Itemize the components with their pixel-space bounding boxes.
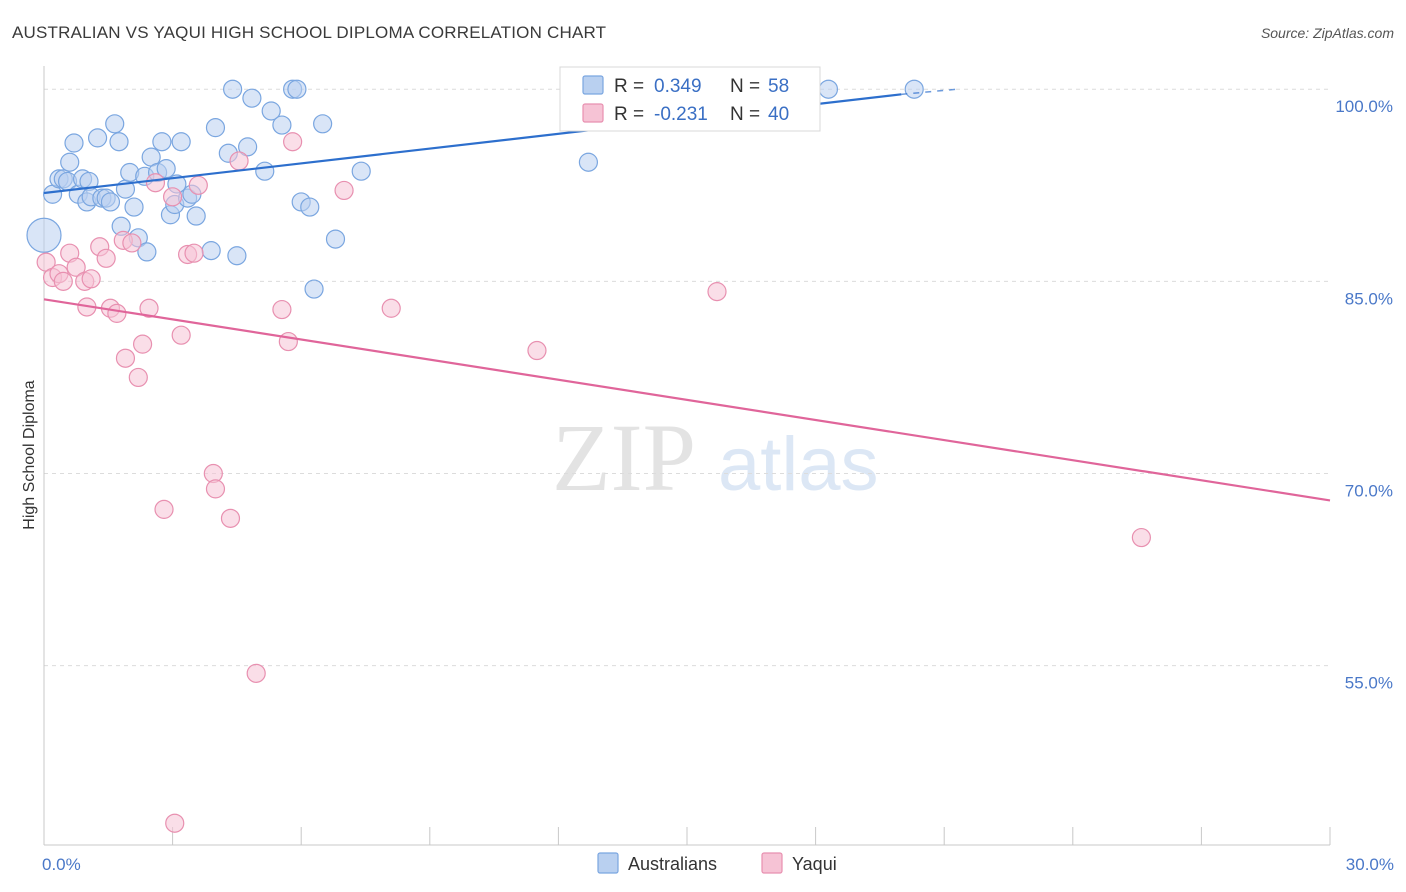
point-australians-53 xyxy=(351,161,371,181)
watermark: ZIP atlas xyxy=(552,404,879,511)
series-legend-label-yaqui[interactable]: Yaqui xyxy=(792,854,837,874)
series-legend-swatch-yaqui[interactable] xyxy=(761,852,783,874)
point-australians-32 xyxy=(171,132,191,152)
point-yaqui-28 xyxy=(220,508,241,528)
point-yaqui-32 xyxy=(278,331,298,352)
point-australians-28 xyxy=(156,159,176,179)
point-yaqui-38 xyxy=(1131,527,1151,548)
watermark-atlas: atlas xyxy=(718,422,879,507)
point-yaqui-20 xyxy=(154,499,174,519)
point-yaqui-14 xyxy=(115,348,136,368)
legend-n-label-yaqui: N = xyxy=(730,104,760,125)
point-australians-39 xyxy=(223,79,243,99)
point-yaqui-24 xyxy=(184,243,204,263)
stats-legend: R = 0.349 N = 58 R = -0.231 N = 40 xyxy=(559,66,821,132)
trend-line-yaqui xyxy=(43,298,1331,502)
point-yaqui-10 xyxy=(96,248,116,268)
point-australians-47 xyxy=(287,79,307,99)
point-australians-44 xyxy=(261,101,281,121)
x-tick-labels: 0.0% 30.0% xyxy=(42,855,1394,874)
point-australians-17 xyxy=(109,132,129,152)
y-tick-label-0: 100.0% xyxy=(1335,97,1393,116)
trend-line-extension-australians xyxy=(901,88,958,96)
point-australians-0 xyxy=(26,217,62,253)
gridlines xyxy=(44,88,1330,667)
point-yaqui-34 xyxy=(334,180,354,201)
point-yaqui-8 xyxy=(81,269,101,289)
point-australians-24 xyxy=(137,242,157,262)
point-australians-12 xyxy=(87,128,108,148)
series-legend: Australians Yaqui xyxy=(597,852,837,874)
y-tick-labels: 100.0% 85.0% 70.0% 55.0% xyxy=(1335,97,1393,692)
legend-r-label-australians: R = xyxy=(614,76,644,97)
point-australians-15 xyxy=(100,192,121,212)
point-yaqui-27 xyxy=(205,479,226,499)
point-yaqui-16 xyxy=(128,367,148,388)
legend-r-label-yaqui: R = xyxy=(614,104,644,125)
x-tick-label-1: 30.0% xyxy=(1346,855,1394,874)
series-legend-swatch-australians[interactable] xyxy=(597,852,619,874)
legend-r-value-yaqui: -0.231 xyxy=(654,104,708,125)
watermark-zip: ZIP xyxy=(552,404,696,511)
axes xyxy=(43,66,1331,846)
point-yaqui-5 xyxy=(66,257,86,277)
point-yaqui-19 xyxy=(145,173,166,193)
legend-n-label-australians: N = xyxy=(730,76,760,97)
point-australians-49 xyxy=(300,197,320,217)
point-yaqui-15 xyxy=(122,233,142,253)
y-tick-label-2: 70.0% xyxy=(1345,482,1393,501)
point-australians-36 xyxy=(201,241,221,261)
point-australians-43 xyxy=(255,161,275,181)
point-australians-45 xyxy=(272,115,292,135)
point-australians-16 xyxy=(105,114,125,134)
x-tick-label-0: 0.0% xyxy=(42,855,81,874)
chart-source: Source: ZipAtlas.com xyxy=(1261,25,1394,41)
point-yaqui-35 xyxy=(381,298,401,318)
point-australians-55 xyxy=(578,152,599,172)
point-yaqui-22 xyxy=(171,325,191,345)
point-australians-40 xyxy=(227,246,247,266)
y-tick-label-3: 55.0% xyxy=(1345,674,1393,693)
legend-swatch-australians xyxy=(582,75,604,95)
point-australians-50 xyxy=(304,279,324,299)
point-yaqui-21 xyxy=(163,187,183,207)
point-australians-56 xyxy=(818,79,839,99)
point-yaqui-3 xyxy=(53,271,73,291)
y-axis-label: High School Diploma xyxy=(21,380,38,530)
point-australians-41 xyxy=(238,137,258,157)
legend-r-value-australians: 0.349 xyxy=(654,76,702,97)
point-australians-21 xyxy=(124,197,144,217)
series-legend-label-australians[interactable]: Australians xyxy=(628,854,717,874)
point-australians-51 xyxy=(313,114,333,134)
point-yaqui-12 xyxy=(107,303,127,323)
point-australians-42 xyxy=(242,88,262,108)
point-australians-52 xyxy=(325,229,346,249)
point-yaqui-37 xyxy=(707,282,727,302)
legend-n-value-australians: 58 xyxy=(768,76,789,97)
point-yaqui-36 xyxy=(527,340,547,361)
point-yaqui-39 xyxy=(165,813,185,833)
point-yaqui-29 xyxy=(229,151,249,171)
point-australians-37 xyxy=(205,118,226,138)
point-australians-5 xyxy=(60,152,80,172)
point-australians-35 xyxy=(186,206,206,226)
point-australians-57 xyxy=(904,79,924,99)
point-yaqui-30 xyxy=(246,663,266,683)
point-yaqui-33 xyxy=(283,132,303,152)
point-yaqui-17 xyxy=(132,334,153,354)
chart-title: AUSTRALIAN VS YAQUI HIGH SCHOOL DIPLOMA … xyxy=(12,23,606,42)
point-yaqui-25 xyxy=(188,175,208,195)
legend-swatch-yaqui xyxy=(582,103,604,123)
legend-n-value-yaqui: 40 xyxy=(768,104,789,125)
point-yaqui-31 xyxy=(272,299,292,320)
point-australians-27 xyxy=(152,132,172,152)
y-tick-label-1: 85.0% xyxy=(1345,289,1393,308)
point-yaqui-18 xyxy=(139,298,159,318)
point-australians-6 xyxy=(64,133,84,153)
